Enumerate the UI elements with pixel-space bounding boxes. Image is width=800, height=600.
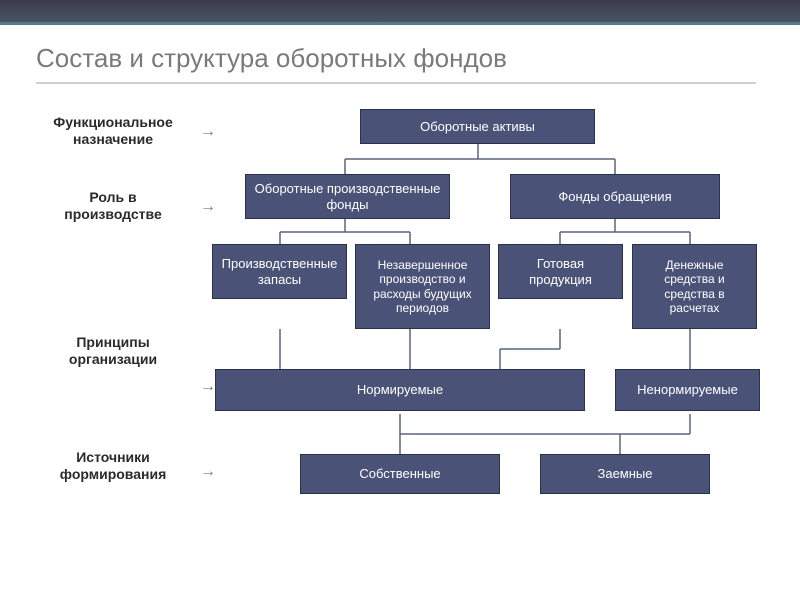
page-title: Состав и структура оборотных фондов bbox=[0, 25, 800, 82]
box-unnormed: Ненормируемые bbox=[615, 369, 760, 411]
arrow-role: → bbox=[200, 199, 216, 215]
box-assets: Оборотные активы bbox=[360, 109, 595, 144]
arrow-functional: → bbox=[200, 124, 216, 140]
label-role: Роль в производстве bbox=[28, 189, 198, 223]
box-prod-funds: Оборотные производственные фонды bbox=[245, 174, 450, 219]
arrow-sources: → bbox=[200, 464, 216, 480]
box-wip: Незавершенное производство и расходы буд… bbox=[355, 244, 490, 329]
box-cash: Денежные средства и средства в расчетах bbox=[632, 244, 757, 329]
box-finished: Готовая продукция bbox=[498, 244, 623, 299]
label-sources: Источники формирования bbox=[28, 449, 198, 483]
label-principles: Принципы организации bbox=[28, 334, 198, 368]
arrow-principles: → bbox=[200, 379, 216, 395]
title-underline bbox=[36, 82, 756, 84]
box-stocks: Производственные запасы bbox=[212, 244, 347, 299]
top-bar bbox=[0, 0, 800, 22]
label-functional: Функциональное назначение bbox=[28, 114, 198, 148]
diagram-container: Функциональное назначение → Роль в произ… bbox=[0, 104, 800, 584]
box-normed: Нормируемые bbox=[215, 369, 585, 411]
box-circ-funds: Фонды обращения bbox=[510, 174, 720, 219]
box-borrowed: Заемные bbox=[540, 454, 710, 494]
box-own: Собственные bbox=[300, 454, 500, 494]
